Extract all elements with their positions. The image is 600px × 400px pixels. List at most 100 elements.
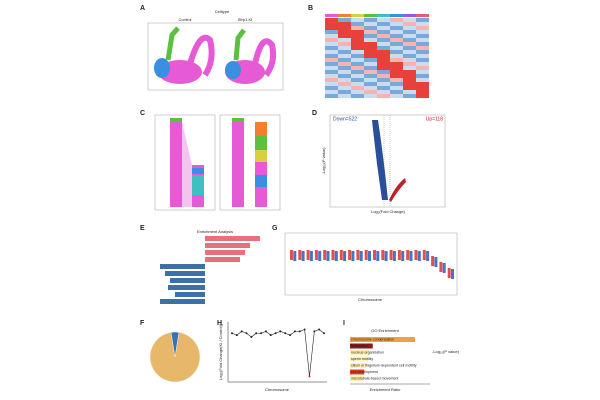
heat-cell <box>403 78 416 82</box>
box <box>376 251 380 261</box>
heat-cell <box>403 34 416 38</box>
heat-cell <box>338 62 351 66</box>
heat-cell <box>390 90 403 94</box>
heat-cell <box>338 94 351 98</box>
bar <box>350 343 373 349</box>
go-bars: chromosome condensation fertilization nucl… <box>350 337 430 385</box>
box <box>431 256 435 266</box>
box <box>447 268 451 278</box>
heat-cell <box>364 54 377 58</box>
bar <box>350 350 370 355</box>
plot-frame <box>329 114 446 208</box>
point <box>255 332 258 335</box>
y-axis-label: -Log₁₀(P value) <box>321 147 326 175</box>
heat-cell <box>416 18 429 22</box>
term-label: cell development <box>351 370 378 374</box>
point <box>269 334 272 337</box>
heat-cell <box>351 74 364 78</box>
heat-cell <box>416 54 429 58</box>
panel-title: GO Enrichment <box>371 328 399 333</box>
heat-cell <box>403 90 416 94</box>
heat-cell <box>351 30 364 34</box>
heat-cell <box>325 58 338 62</box>
heat-cell <box>390 26 403 30</box>
heat-cell <box>364 74 377 78</box>
heat-cell <box>364 38 377 42</box>
heat-cell <box>325 42 338 46</box>
cluster-bar <box>416 14 429 17</box>
point <box>298 330 301 333</box>
point <box>289 334 292 337</box>
box <box>451 269 454 279</box>
cluster-bar <box>390 14 403 17</box>
heat-cell <box>403 82 416 86</box>
heat-cell <box>377 30 390 34</box>
heat-cell <box>351 38 364 42</box>
x-axis-label: Chromosome <box>358 297 383 302</box>
point <box>235 334 238 337</box>
heat-cell <box>325 30 338 34</box>
volcano-down <box>372 120 388 200</box>
heat-cell <box>351 46 364 50</box>
group-label: Control <box>179 17 192 22</box>
heat-cell <box>390 78 403 82</box>
group-label: Sfrp1 KI <box>238 17 252 22</box>
box <box>348 250 352 260</box>
heat-cell <box>364 30 377 34</box>
heat-cell <box>325 86 338 90</box>
box <box>422 250 426 260</box>
box <box>384 251 388 261</box>
heat-cell <box>403 42 416 46</box>
point <box>245 332 248 335</box>
heat-cell <box>338 90 351 94</box>
bar <box>350 363 367 368</box>
heat-cell <box>377 62 390 66</box>
heat-cell <box>325 54 338 58</box>
heat-cell <box>364 46 377 50</box>
heat-cell <box>377 50 390 54</box>
heat-cell <box>325 34 338 38</box>
heat-cell <box>325 70 338 74</box>
heat-cell <box>416 82 429 86</box>
term-label: sperm motility <box>351 357 373 361</box>
heat-cell <box>390 66 403 70</box>
y-axis-label: Log₂(Fold Change(KI / Control)) <box>218 323 223 380</box>
heat-cell <box>390 86 403 90</box>
box <box>406 250 410 260</box>
heat-cell <box>403 66 416 70</box>
heat-cell <box>351 34 364 38</box>
heat-cell <box>325 50 338 54</box>
panel-letter: G <box>272 225 278 232</box>
heat-cell <box>364 58 377 62</box>
box <box>414 250 418 260</box>
box <box>434 257 438 267</box>
box-plots <box>290 250 454 279</box>
heat-cell <box>364 78 377 82</box>
heat-cell <box>390 82 403 86</box>
pie-slice <box>170 331 180 358</box>
box <box>359 251 363 261</box>
point <box>250 336 253 338</box>
heat-cell <box>351 22 364 26</box>
heat-cell <box>364 50 377 54</box>
box <box>356 250 360 260</box>
box <box>339 250 343 260</box>
heat-cell <box>416 94 429 98</box>
point <box>293 330 296 333</box>
heat-cell <box>364 94 377 98</box>
term-label: chromosome condensation <box>351 337 394 341</box>
box <box>331 250 335 260</box>
heat-cell <box>390 70 403 74</box>
heat-cell <box>403 50 416 54</box>
heat-cell <box>377 70 390 74</box>
heat-cell <box>338 78 351 82</box>
box <box>426 251 430 261</box>
cluster-bar <box>403 14 416 17</box>
heat-cell <box>390 74 403 78</box>
heat-cell <box>351 78 364 82</box>
point <box>308 375 311 378</box>
box <box>401 251 405 261</box>
heat-cell <box>377 34 390 38</box>
heat-cell <box>338 66 351 70</box>
